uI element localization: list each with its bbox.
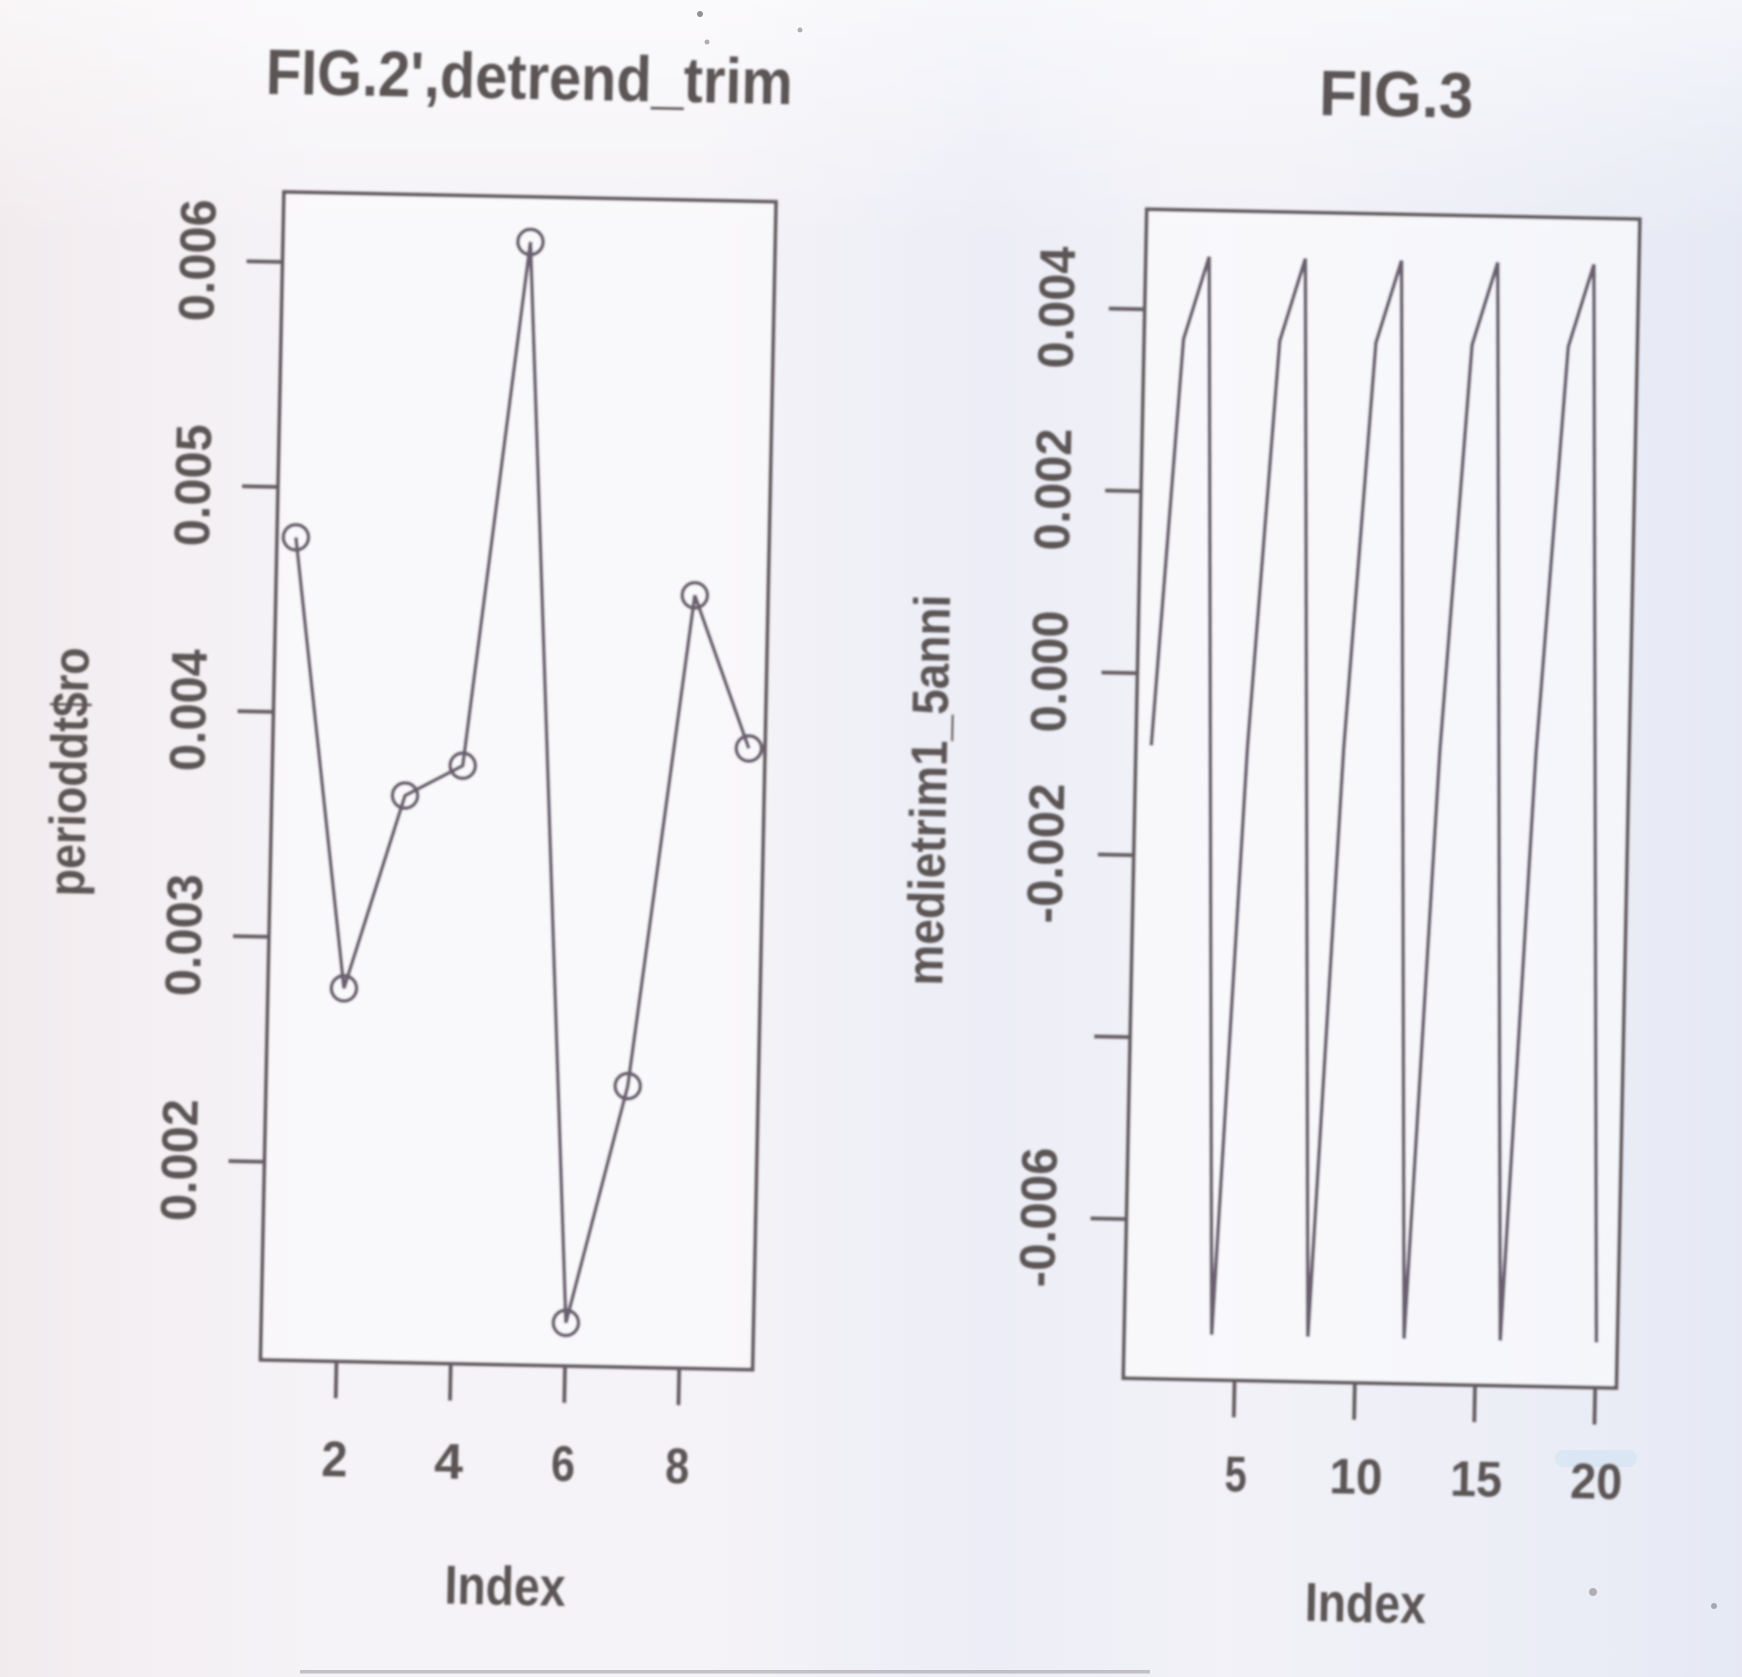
- svg-text:Index: Index: [1304, 1571, 1427, 1635]
- svg-text:FIG.2',detrend_trim: FIG.2',detrend_trim: [265, 36, 793, 119]
- svg-text:6: 6: [550, 1436, 575, 1492]
- svg-text:20: 20: [1570, 1453, 1623, 1510]
- svg-text:0.002: 0.002: [150, 1099, 208, 1222]
- svg-text:perioddt$ro: perioddt$ro: [38, 647, 100, 897]
- svg-text:0.002: 0.002: [1024, 428, 1082, 551]
- svg-text:-0.002: -0.002: [1016, 783, 1075, 924]
- svg-text:4: 4: [434, 1433, 464, 1490]
- svg-text:0.004: 0.004: [1028, 246, 1086, 369]
- svg-text:-0.006: -0.006: [1009, 1147, 1068, 1288]
- svg-text:0.000: 0.000: [1020, 610, 1078, 733]
- svg-text:medietrim1_5anni: medietrim1_5anni: [896, 594, 961, 986]
- svg-text:0.005: 0.005: [164, 424, 222, 547]
- svg-text:15: 15: [1450, 1451, 1503, 1508]
- svg-text:0.006: 0.006: [168, 199, 226, 322]
- svg-text:Index: Index: [444, 1554, 567, 1618]
- svg-text:FIG.3: FIG.3: [1318, 57, 1473, 132]
- svg-text:10: 10: [1329, 1448, 1383, 1505]
- svg-text:0.004: 0.004: [159, 648, 217, 771]
- svg-text:2: 2: [321, 1431, 348, 1488]
- svg-text:8: 8: [665, 1438, 690, 1494]
- svg-text:0.003: 0.003: [155, 874, 213, 997]
- svg-text:5: 5: [1224, 1446, 1247, 1502]
